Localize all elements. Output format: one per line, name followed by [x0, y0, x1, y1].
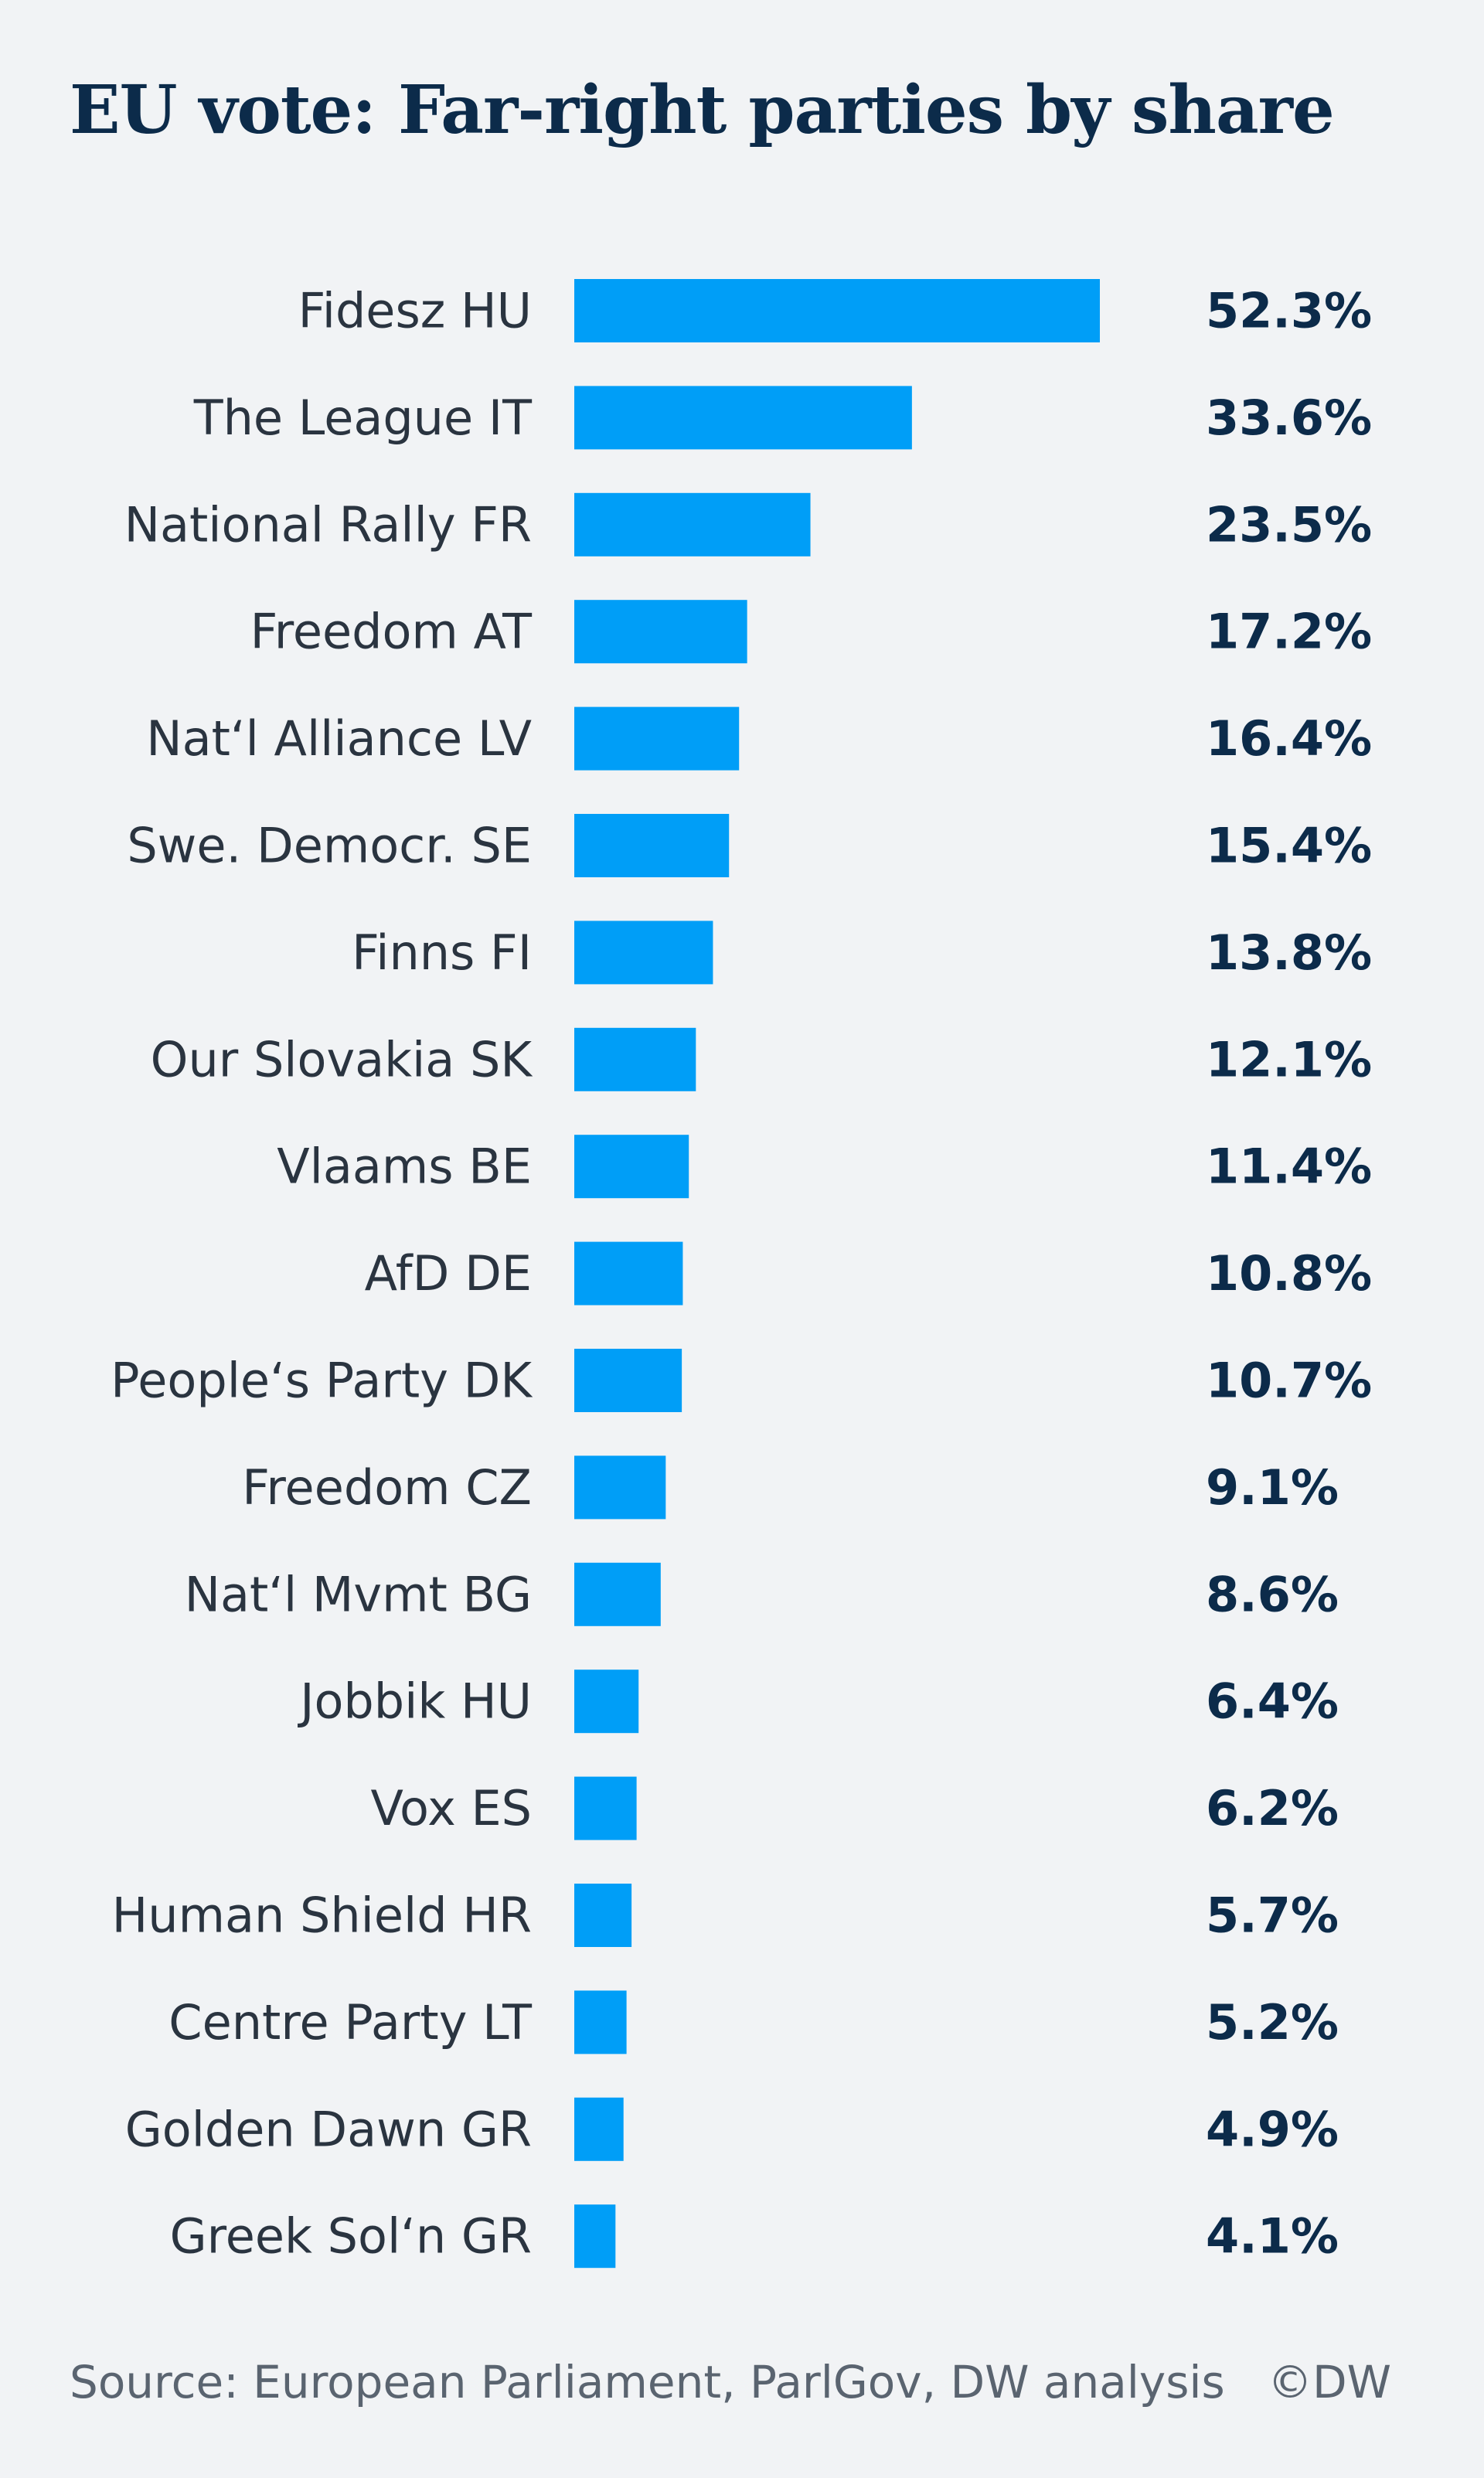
category-label: Finns FI	[352, 924, 532, 981]
category-label: Greek Sol‘n GR	[170, 2208, 532, 2265]
bar	[574, 600, 747, 664]
bar	[574, 1990, 627, 2054]
value-label: 11.4%	[1206, 1139, 1372, 1195]
value-label: 23.5%	[1206, 496, 1372, 553]
bar	[574, 279, 1100, 342]
value-label: 52.3%	[1206, 283, 1372, 339]
category-label: Vox ES	[370, 1780, 532, 1836]
bar	[574, 706, 740, 771]
value-label: 10.7%	[1206, 1353, 1372, 1409]
value-label: 6.4%	[1206, 1673, 1339, 1730]
category-label: National Rally FR	[124, 496, 532, 553]
bar	[574, 1349, 682, 1412]
value-label: 13.8%	[1206, 924, 1372, 981]
value-label: 4.1%	[1206, 2208, 1339, 2265]
value-label: 17.2%	[1206, 604, 1372, 660]
bar	[574, 1027, 696, 1091]
value-label: 10.8%	[1206, 1245, 1372, 1302]
bar	[574, 1562, 661, 1626]
value-labels: 52.3% 33.6% 23.5% 17.2% 16.4% 15.4% 13.8% 12.1%…	[1206, 283, 1372, 2265]
bar	[574, 1776, 637, 1840]
bars	[574, 279, 1100, 2269]
bar	[574, 1241, 683, 1305]
category-label: Freedom CZ	[242, 1459, 532, 1516]
bar	[574, 1884, 632, 1947]
bar	[574, 386, 912, 450]
value-label: 4.9%	[1206, 2101, 1339, 2157]
bar	[574, 2204, 616, 2269]
value-label: 15.4%	[1206, 818, 1372, 874]
category-label: The League IT	[193, 390, 533, 446]
bar	[574, 1135, 689, 1199]
category-label: Vlaams BE	[277, 1139, 532, 1195]
copyright-credit: ©DW	[1267, 2356, 1391, 2408]
bar	[574, 1670, 639, 1734]
category-label: Human Shield HR	[112, 1887, 532, 1944]
category-label: Our Slovakia SK	[151, 1031, 533, 1088]
value-label: 6.2%	[1206, 1780, 1339, 1836]
category-label: Nat‘l Alliance LV	[146, 710, 532, 767]
category-labels: Fidesz HU The League IT National Rally FR F…	[111, 283, 533, 2265]
category-label: People‘s Party DK	[111, 1353, 533, 1409]
value-label: 33.6%	[1206, 390, 1372, 446]
value-label: 5.2%	[1206, 1994, 1339, 2051]
category-label: Freedom AT	[250, 604, 533, 660]
source-note: Source: European Parliament, ParlGov, DW…	[70, 2356, 1225, 2408]
bar	[574, 1455, 666, 1520]
bar	[574, 814, 730, 877]
bar	[574, 921, 713, 985]
value-label: 16.4%	[1206, 710, 1372, 767]
category-label: Jobbik HU	[297, 1673, 532, 1730]
category-label: Golden Dawn GR	[125, 2101, 532, 2157]
category-label: Fidesz HU	[298, 283, 532, 339]
value-label: 12.1%	[1206, 1031, 1372, 1088]
category-label: Swe. Democr. SE	[127, 818, 532, 874]
value-label: 8.6%	[1206, 1566, 1339, 1622]
category-label: AfD DE	[365, 1245, 532, 1302]
value-label: 9.1%	[1206, 1459, 1339, 1516]
bar	[574, 492, 811, 557]
value-label: 5.7%	[1206, 1887, 1339, 1944]
category-label: Centre Party LT	[168, 1994, 533, 2051]
chart-title: EU vote: Far-right parties by share	[70, 71, 1335, 149]
bar	[574, 2097, 624, 2161]
category-label: Nat‘l Mvmt BG	[185, 1566, 532, 1622]
